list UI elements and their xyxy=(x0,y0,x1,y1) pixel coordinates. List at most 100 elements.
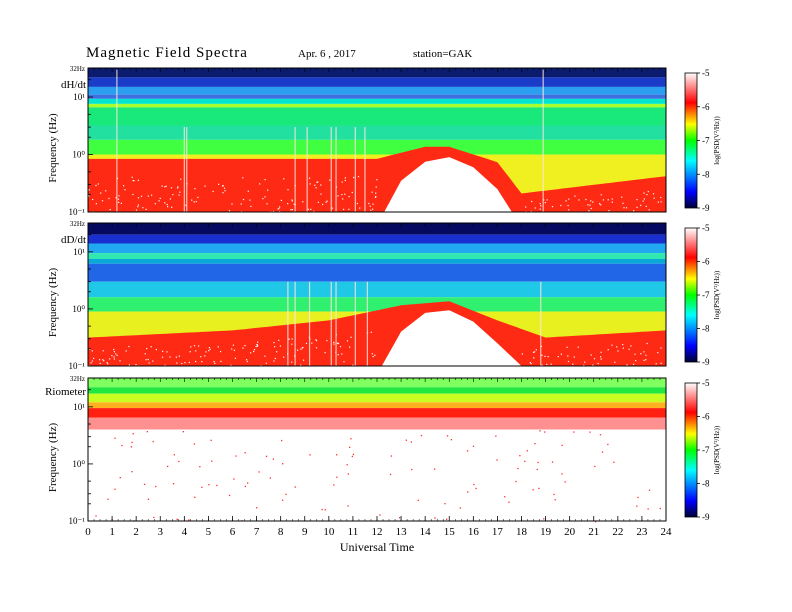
noise-speck xyxy=(288,338,290,340)
noise-speck xyxy=(170,187,173,189)
noise-speck xyxy=(324,509,326,511)
noise-speck xyxy=(348,196,350,198)
noise-speck xyxy=(517,467,519,470)
noise-speck xyxy=(103,360,105,362)
noise-speck xyxy=(333,341,335,343)
noise-speck xyxy=(601,451,604,453)
noise-speck xyxy=(102,359,104,361)
noise-speck xyxy=(158,200,160,202)
noise-speck xyxy=(93,357,95,359)
noise-speck xyxy=(331,207,333,209)
noise-speck xyxy=(515,480,517,483)
noise-speck xyxy=(530,363,532,365)
noise-speck xyxy=(590,207,592,210)
noise-speck xyxy=(217,346,219,348)
noise-speck xyxy=(320,193,322,195)
y-tick-label: 10⁰ xyxy=(72,459,85,469)
noise-speck xyxy=(173,454,175,456)
noise-speck xyxy=(185,204,187,206)
noise-speck xyxy=(246,360,248,363)
noise-speck xyxy=(218,183,220,185)
noise-speck xyxy=(372,208,374,210)
noise-speck xyxy=(450,439,453,441)
noise-speck xyxy=(165,185,167,187)
noise-speck xyxy=(622,202,624,204)
noise-speck xyxy=(194,188,196,190)
noise-speck xyxy=(346,464,348,466)
y-tick-label: 10⁰ xyxy=(72,150,85,160)
noise-speck xyxy=(231,348,233,350)
noise-speck xyxy=(342,198,344,200)
noise-speck xyxy=(560,353,562,355)
x-tick-label: 24 xyxy=(661,526,673,538)
noise-speck xyxy=(201,486,203,488)
noise-speck xyxy=(529,362,531,364)
noise-speck xyxy=(178,194,180,196)
noise-speck xyxy=(106,362,108,364)
noise-speck xyxy=(132,433,134,435)
noise-speck xyxy=(550,363,552,365)
noise-speck xyxy=(524,460,526,462)
noise-speck xyxy=(326,200,328,202)
noise-speck xyxy=(540,205,542,207)
noise-speck xyxy=(231,203,233,205)
noise-speck xyxy=(166,351,168,353)
x-tick-label: 22 xyxy=(612,526,623,538)
noise-speck xyxy=(390,455,392,457)
noise-speck xyxy=(128,345,130,348)
noise-speck xyxy=(193,345,196,347)
noise-speck xyxy=(146,431,148,433)
noise-speck xyxy=(113,358,115,360)
noise-speck xyxy=(195,201,197,203)
spectrum-band xyxy=(88,98,666,104)
noise-speck xyxy=(341,353,343,355)
noise-speck xyxy=(534,207,536,209)
noise-speck xyxy=(247,190,249,192)
noise-speck xyxy=(553,493,555,496)
noise-speck xyxy=(204,185,206,187)
noise-speck xyxy=(628,348,630,350)
spectrum-band xyxy=(88,107,666,126)
noise-speck xyxy=(577,346,579,348)
x-tick-label: 18 xyxy=(516,526,528,538)
noise-speck xyxy=(144,353,146,355)
noise-speck xyxy=(278,339,280,341)
noise-speck xyxy=(290,209,292,211)
noise-speck xyxy=(655,363,657,365)
noise-speck xyxy=(633,210,635,212)
noise-speck xyxy=(434,468,436,470)
panel-3: 10⁻¹ 10⁰ 10¹ 32Hz Riometer Frequency (Hz) -5 -6… xyxy=(45,375,721,526)
noise-speck xyxy=(88,195,90,197)
panel-1: 10⁻¹ 10⁰ 10¹ 32Hz dH/dt Frequency (Hz) -5 -6 -7 -… xyxy=(47,65,721,217)
noise-speck xyxy=(205,351,207,353)
noise-speck xyxy=(197,196,199,198)
noise-speck xyxy=(109,209,111,211)
noise-speck xyxy=(130,446,132,448)
noise-speck xyxy=(166,203,168,206)
noise-speck xyxy=(466,450,469,452)
noise-speck xyxy=(590,354,592,356)
noise-speck xyxy=(164,202,166,204)
noise-speck xyxy=(315,340,318,342)
noise-speck xyxy=(645,205,647,207)
noise-speck xyxy=(584,366,586,368)
noise-speck xyxy=(616,346,618,348)
noise-speck xyxy=(194,496,196,498)
noise-speck xyxy=(573,431,575,433)
noise-speck xyxy=(585,198,587,201)
colorbar xyxy=(684,227,698,363)
spectrum-band xyxy=(88,281,666,298)
noise-speck xyxy=(107,363,109,365)
x-tick-label: 17 xyxy=(492,526,504,538)
noise-speck xyxy=(233,349,235,351)
noise-speck xyxy=(232,344,234,346)
noise-speck xyxy=(621,196,623,198)
noise-speck xyxy=(287,203,289,205)
noise-speck xyxy=(310,208,312,210)
noise-speck xyxy=(630,345,632,347)
colorbar-tick-label: -5 xyxy=(702,223,710,233)
noise-speck xyxy=(349,446,351,448)
noise-speck xyxy=(613,461,615,463)
noise-speck xyxy=(115,197,117,199)
noise-speck xyxy=(274,357,276,360)
